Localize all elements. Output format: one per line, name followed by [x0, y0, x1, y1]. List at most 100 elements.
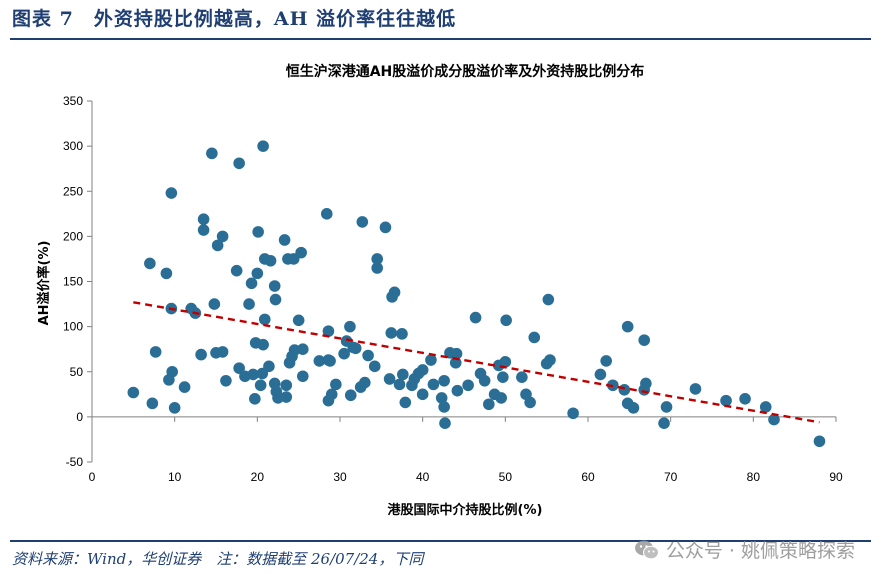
data-point	[344, 320, 356, 333]
x-tick-label: 90	[829, 470, 843, 484]
data-point	[621, 320, 634, 333]
y-tick-label: 350	[63, 94, 83, 108]
data-point	[257, 140, 269, 152]
data-point	[638, 334, 651, 346]
data-point	[528, 331, 541, 344]
data-point	[160, 267, 173, 280]
data-point	[251, 267, 264, 280]
wechat-icon	[634, 540, 659, 559]
y-axis-label: AH溢价率(%)	[36, 241, 52, 326]
data-point	[230, 264, 243, 277]
data-point	[322, 325, 335, 337]
data-point	[269, 293, 282, 306]
y-tick-label: 50	[70, 365, 84, 379]
data-point	[594, 368, 607, 381]
data-point	[425, 354, 437, 366]
data-point	[149, 346, 162, 358]
axes: -50 0 50 100 150 200 250 300 350 0 10 20 30 40 50 60 70 8…	[63, 94, 843, 484]
data-point	[478, 374, 491, 387]
data-point	[396, 328, 408, 340]
data-point	[388, 286, 401, 299]
data-point	[297, 343, 309, 355]
trend-line	[133, 301, 820, 424]
data-points	[127, 140, 826, 448]
data-point	[362, 349, 374, 362]
data-point	[359, 376, 371, 389]
data-point	[165, 187, 178, 199]
y-tick-label: -50	[66, 455, 84, 469]
scatter-chart: 恒生沪深港通AH股溢价成分股溢价率及外资持股比例分布 -500501001502…	[36, 63, 843, 518]
data-point	[618, 384, 631, 396]
data-point	[393, 378, 406, 391]
data-point	[385, 327, 398, 339]
data-point	[495, 392, 508, 404]
data-point	[600, 355, 612, 367]
data-point	[257, 338, 269, 351]
data-point	[371, 262, 384, 274]
x-tick-label: 20	[251, 470, 265, 484]
y-tick-label: 250	[63, 184, 83, 198]
data-point	[627, 402, 640, 414]
data-point	[233, 362, 245, 374]
x-tick-label: 80	[747, 470, 761, 484]
data-point	[416, 364, 429, 376]
data-point	[356, 216, 369, 228]
data-point	[245, 277, 258, 290]
data-point	[254, 379, 267, 392]
y-tick-label: 0	[76, 410, 83, 424]
data-point	[330, 378, 342, 391]
data-point	[338, 347, 350, 360]
data-point	[438, 374, 450, 387]
data-point	[397, 368, 409, 381]
data-point	[197, 213, 210, 226]
data-point	[499, 356, 512, 368]
x-tick-label: 50	[499, 470, 513, 484]
x-tick-label: 60	[581, 470, 595, 484]
data-point	[739, 393, 751, 405]
y-tick-label: 300	[63, 139, 83, 153]
data-point	[640, 377, 652, 390]
data-point	[195, 348, 207, 361]
data-point	[211, 239, 224, 252]
figure-title: 图表 7 外资持股比例越高，AH 溢价率往往越低	[12, 8, 457, 30]
data-point	[144, 257, 156, 270]
data-point	[197, 224, 210, 236]
x-tick-label: 70	[664, 470, 678, 484]
data-point	[720, 394, 732, 407]
footer-divider	[10, 540, 871, 542]
data-point	[483, 398, 495, 411]
data-point	[280, 391, 293, 403]
data-point	[178, 381, 191, 393]
data-point	[368, 360, 381, 373]
data-point	[166, 365, 178, 378]
data-point	[399, 396, 412, 409]
data-point	[469, 311, 482, 324]
data-point	[243, 298, 255, 310]
data-point	[297, 370, 309, 383]
data-point	[462, 379, 474, 392]
data-point	[206, 147, 218, 160]
chart-title: 恒生沪深港通AH股溢价成分股溢价率及外资持股比例分布	[286, 63, 645, 80]
data-point	[371, 253, 384, 265]
data-point	[768, 413, 780, 426]
data-point	[427, 378, 440, 391]
data-point	[435, 392, 448, 404]
data-point	[813, 435, 826, 448]
data-point	[344, 389, 357, 402]
data-point	[233, 157, 245, 170]
data-point	[689, 383, 702, 395]
data-point	[759, 401, 772, 413]
data-point	[497, 371, 509, 383]
x-tick-label: 0	[89, 470, 96, 484]
data-point	[280, 379, 293, 392]
data-point	[263, 360, 275, 373]
data-point	[325, 388, 338, 401]
y-tick-label: 200	[63, 229, 83, 243]
data-point	[524, 396, 536, 409]
data-point	[658, 417, 670, 429]
data-point	[379, 221, 392, 234]
data-point	[567, 407, 579, 420]
data-point	[278, 234, 291, 246]
data-point	[416, 388, 429, 401]
y-tick-label: 100	[63, 320, 83, 334]
